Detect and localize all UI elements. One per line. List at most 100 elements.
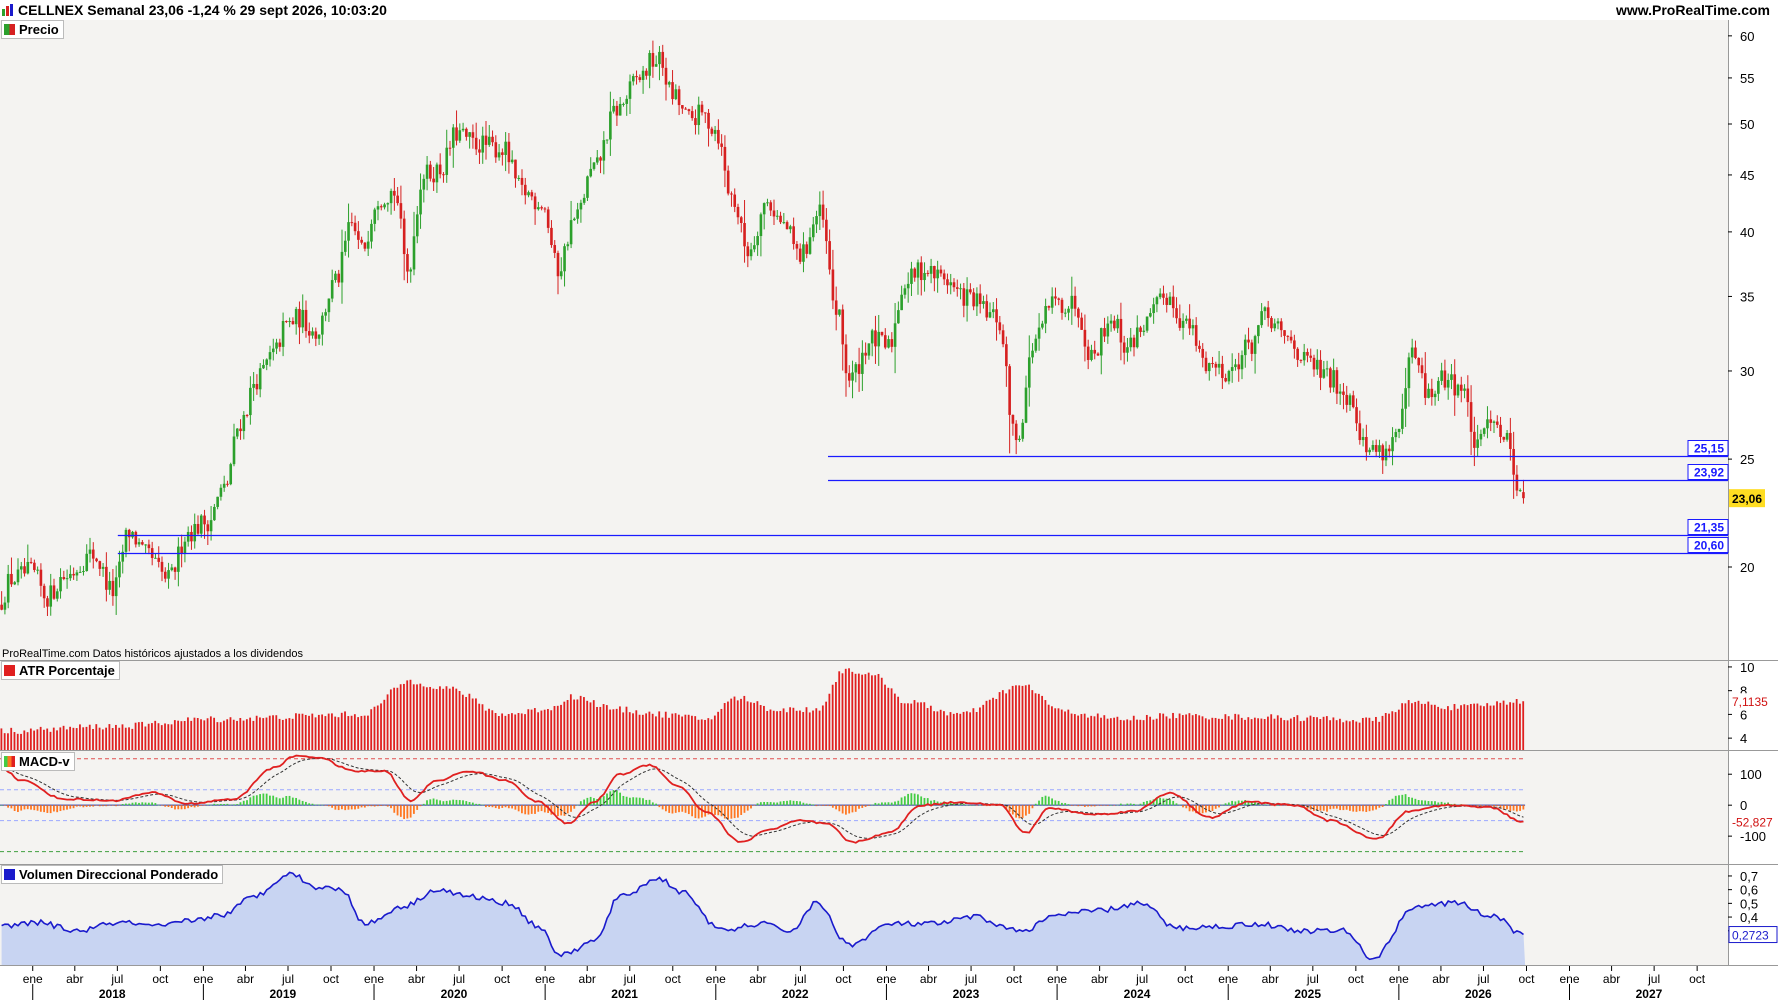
candle-body — [1404, 388, 1407, 409]
atr-bar — [1329, 720, 1332, 750]
candle-body — [294, 308, 298, 325]
candle-body — [1495, 421, 1499, 425]
macd-histogram-bar — [769, 802, 772, 806]
price-panel-title[interactable]: Precio — [1, 20, 64, 39]
macd-histogram-bar — [435, 799, 438, 806]
atr-bar — [1008, 689, 1011, 750]
candle-body — [1270, 317, 1273, 329]
macd-histogram-bar — [282, 797, 284, 806]
candle-body — [275, 342, 278, 349]
price-y-axis: 60 55 50 45 40 35 30 25 20 — [1728, 29, 1754, 575]
atr-bar — [1165, 716, 1168, 750]
candle-body — [219, 487, 223, 497]
atr-bar — [854, 673, 857, 750]
candle-body — [419, 189, 422, 215]
atr-bar — [1015, 685, 1017, 750]
atr-bars — [0, 668, 1525, 750]
candle-body — [507, 141, 511, 163]
macd-histogram-bar — [288, 795, 291, 806]
candle-body — [1397, 428, 1401, 433]
macd-histogram-bar — [259, 794, 261, 806]
macd-histogram-bar — [733, 805, 736, 819]
macd-histogram-bar — [809, 803, 811, 806]
candle-body — [648, 52, 651, 76]
candle-body — [1106, 323, 1110, 337]
macd-histogram-bar — [386, 805, 389, 807]
macd-histogram-bar — [1224, 803, 1227, 806]
x-month-label: jul — [623, 972, 636, 986]
atr-bar — [1234, 713, 1237, 750]
candle-body — [216, 496, 219, 507]
macd-histogram-bar — [1443, 802, 1446, 806]
candle-body — [913, 268, 917, 278]
candle-body — [759, 214, 763, 237]
macd-histogram-bar — [1113, 805, 1116, 806]
candle-body — [1221, 363, 1224, 378]
atr-bar — [874, 675, 877, 750]
candle-body — [1466, 388, 1470, 403]
macd-histogram-bar — [1116, 804, 1119, 806]
macd-histogram-bar — [606, 793, 608, 806]
atr-bar — [602, 704, 605, 750]
candle-body — [451, 127, 455, 148]
atr-bar — [321, 714, 324, 750]
macd-histogram-bar — [265, 793, 268, 806]
atr-bar — [1476, 703, 1479, 750]
atr-bar — [975, 712, 978, 750]
candle-body — [995, 309, 998, 323]
candle-body — [1211, 363, 1214, 365]
macd-histogram-bar — [1061, 802, 1063, 806]
candle-body — [229, 464, 233, 485]
candle-body — [749, 249, 753, 257]
atr-bar — [1257, 718, 1260, 750]
candle-body — [471, 132, 475, 138]
candle-body — [1132, 337, 1136, 348]
atr-bar — [23, 730, 26, 750]
candle-body — [196, 523, 200, 534]
atr-bar — [651, 713, 654, 750]
macd-histogram-bar — [1106, 805, 1109, 806]
atr-bar — [141, 721, 144, 750]
atr-bar — [884, 684, 886, 750]
x-month-label: oct — [665, 972, 682, 986]
atr-bar — [1339, 718, 1341, 750]
atr-panel-title[interactable]: ATR Porcentaje — [1, 661, 120, 680]
atr-bar — [1378, 721, 1381, 750]
candle-body — [1332, 370, 1335, 388]
candle-body — [199, 515, 203, 534]
atr-bar — [478, 703, 481, 750]
atr-bar — [383, 699, 386, 750]
candle-body — [1142, 330, 1146, 332]
candle-body — [487, 136, 491, 145]
macd-histogram-bar — [1126, 803, 1129, 806]
macd-histogram-bar — [835, 805, 837, 810]
candle-body — [779, 215, 782, 223]
site-name[interactable]: www.ProRealTime.com — [1615, 2, 1770, 18]
atr-bar — [589, 702, 592, 750]
atr-bar — [828, 693, 831, 750]
candle-body — [1384, 448, 1388, 461]
candle-body — [690, 111, 694, 119]
atr-bar — [1437, 706, 1440, 750]
macd-histogram-bar — [321, 804, 324, 806]
atr-bar — [655, 716, 657, 750]
candle-body — [396, 195, 399, 204]
macd-histogram-bar — [46, 805, 49, 813]
macd-histogram-bar — [1394, 795, 1397, 806]
candle-body — [1499, 424, 1502, 437]
atr-bar — [1217, 718, 1220, 750]
candle-body — [746, 246, 750, 257]
last-price-label: 23,06 — [1732, 492, 1762, 506]
candle-body — [1473, 431, 1476, 448]
macd-panel-title[interactable]: MACD-v — [1, 752, 75, 771]
candle-body — [239, 428, 242, 432]
candle-body — [23, 566, 26, 574]
candle-body — [563, 246, 566, 272]
atr-bar — [1175, 718, 1178, 750]
candle-body — [455, 127, 458, 141]
atr-bar — [733, 696, 736, 750]
macd-histogram-bar — [845, 805, 847, 815]
atr-bar — [229, 717, 232, 750]
vdp-panel-title[interactable]: Volumen Direccional Ponderado — [1, 865, 224, 884]
candle-body — [1011, 414, 1015, 424]
